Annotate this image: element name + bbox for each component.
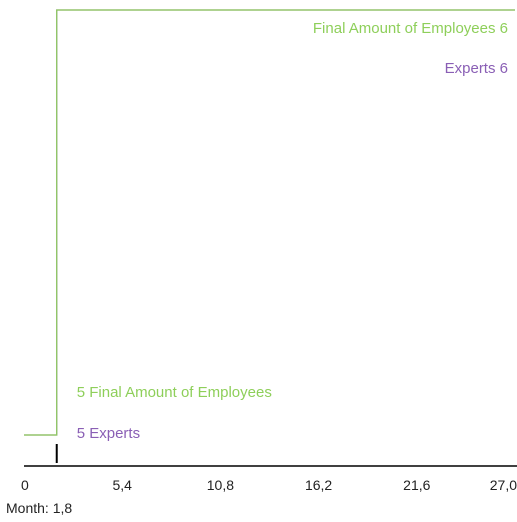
series-line-1: [24, 9, 515, 436]
series-layer: [24, 9, 515, 436]
x-tick-label: 5,4: [112, 477, 132, 493]
series-end-label-1: Experts 6: [445, 60, 508, 77]
x-tick-label: 21,6: [403, 477, 430, 493]
x-tick-label: 16,2: [305, 477, 332, 493]
series-start-label-0: 5 Final Amount of Employees: [77, 384, 272, 401]
series-end-label-0: Final Amount of Employees 6: [313, 20, 508, 37]
readout-value: 1,8: [52, 500, 73, 516]
cursor-readout: Month: 1,8: [6, 500, 72, 516]
readout-label: Month:: [6, 500, 49, 516]
label-layer: 5 Final Amount of Employees Final Amount …: [77, 20, 508, 442]
x-tick-label: 10,8: [207, 477, 234, 493]
series-line-0: [24, 9, 515, 436]
x-tick-label: 0: [21, 477, 29, 493]
x-tick-label: 27,0: [490, 477, 517, 493]
x-axis: 0 5,4 10,8 16,2 21,6 27,0: [21, 444, 517, 493]
series-start-label-1: 5 Experts: [77, 425, 140, 442]
